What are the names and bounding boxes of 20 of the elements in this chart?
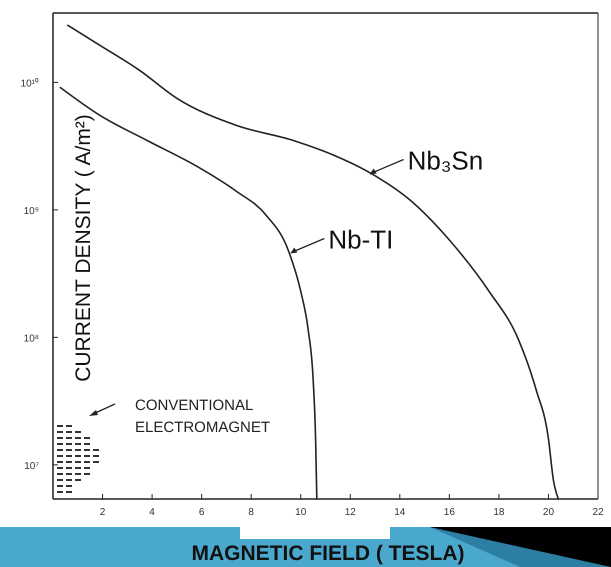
legend-label: Nb-TI: [328, 224, 394, 255]
y-axis-title: CURRENT DENSITY ( A/m²): [72, 114, 95, 382]
x-tick-label: 6: [198, 507, 205, 518]
y-tick-label: 10⁸: [24, 333, 39, 344]
x-axis-title: MAGNETIC FIELD ( TESLA): [192, 542, 464, 565]
x-tick-label: 10: [295, 507, 307, 518]
y-tick-label: 10⁷: [24, 460, 40, 472]
x-tick-label: 8: [248, 507, 254, 518]
x-tick-label: 12: [344, 507, 356, 518]
legend-label: Nb₃Sn: [408, 145, 484, 176]
x-tick-label: 2: [100, 507, 106, 518]
x-tick-label: 22: [592, 507, 604, 518]
x-tick-label: 20: [542, 507, 554, 518]
x-tick-label: 14: [394, 507, 406, 518]
x-tick-label: 18: [493, 507, 505, 518]
y-tick-label: 10¹⁰: [20, 77, 39, 90]
y-tick-label: 10⁹: [24, 206, 39, 217]
x-tick-label: 16: [444, 507, 456, 518]
annotation: CONVENTIONAL ELECTROMAGNET: [135, 397, 270, 436]
x-tick-label: 4: [149, 507, 156, 518]
